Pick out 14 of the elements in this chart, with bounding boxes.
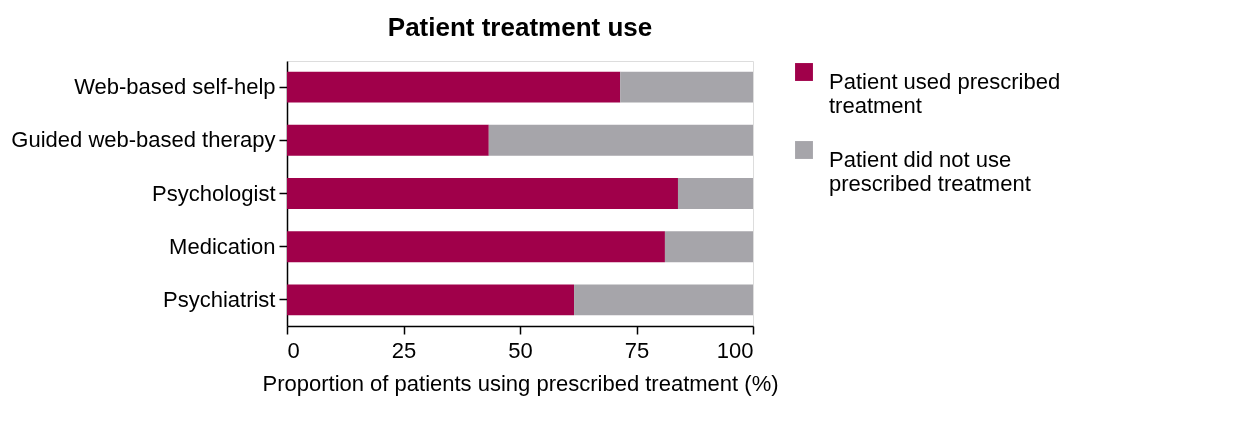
y-tick-label: Guided web-based therapy xyxy=(11,127,276,153)
y-tick-label: Psychologist xyxy=(151,180,276,206)
chart-title: Patient treatment use xyxy=(387,12,653,42)
x-tick-label: 75 xyxy=(624,337,650,363)
x-tick-label: 25 xyxy=(391,337,417,363)
y-tick-label: Medication xyxy=(169,233,276,259)
y-tick-label: Web-based self-help xyxy=(74,74,276,100)
x-tick-label: 100 xyxy=(716,337,754,363)
legend-label: Patient used prescribed treatment xyxy=(829,69,1061,118)
x-tick-label: 50 xyxy=(508,337,533,363)
legend-label: Patient did not use prescribed treatment xyxy=(829,147,1031,196)
y-tick-label: Psychiatrist xyxy=(163,286,276,312)
x-tick-label: 0 xyxy=(287,337,300,363)
x-axis-title: Proportion of patients using prescribed treatment (%) xyxy=(262,370,779,396)
